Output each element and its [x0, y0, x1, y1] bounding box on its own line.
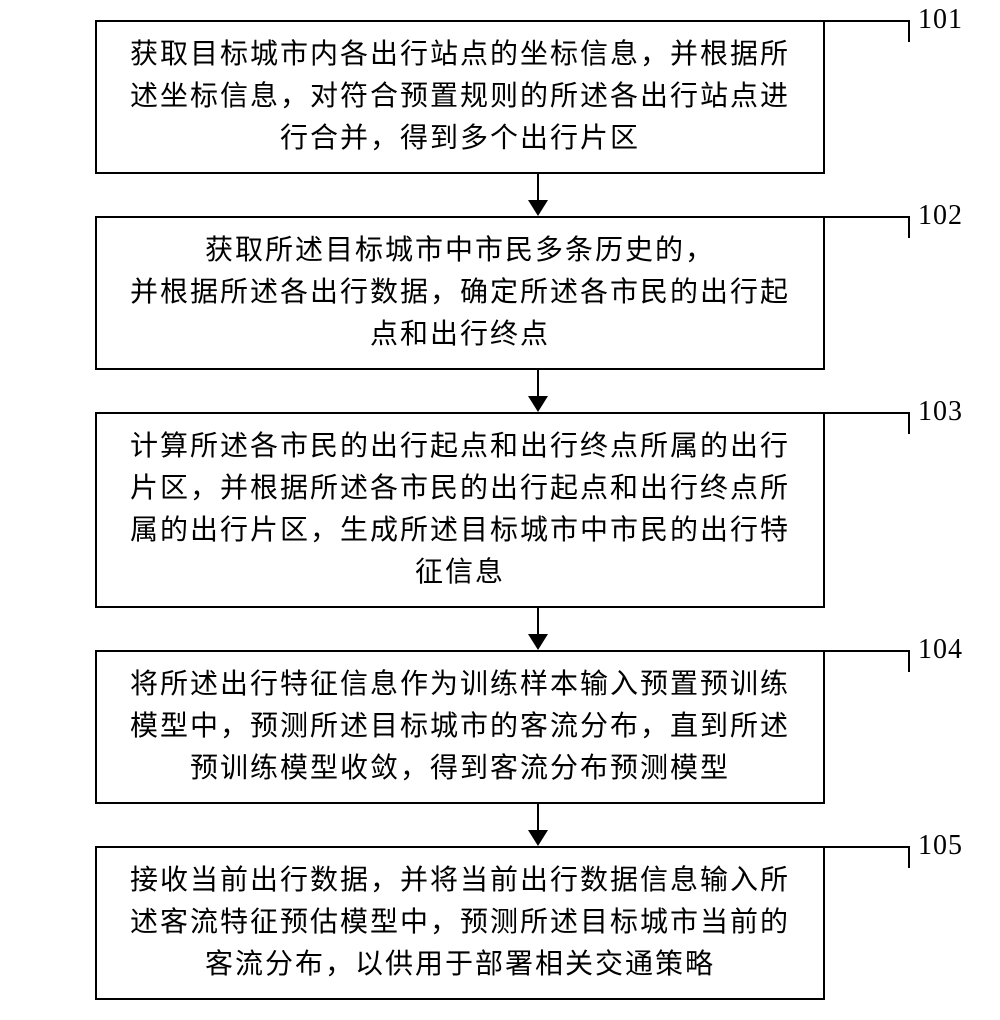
connector-line: [825, 20, 910, 42]
step-text: 接收当前出行数据，并将当前出行数据信息输入所述客流特征预估模型中，预测所述目标城…: [130, 865, 790, 980]
flowchart-container: 获取目标城市内各出行站点的坐标信息，并根据所述坐标信息，对符合预置规则的所述各出…: [20, 20, 980, 1000]
step-box-2: 获取所述目标城市中市民多条历史的， 并根据所述各出行数据，确定所述各市民的出行起…: [95, 216, 825, 370]
step-label: 104: [918, 634, 963, 666]
step-label: 102: [918, 200, 963, 232]
step-box-4: 将所述出行特征信息作为训练样本输入预置预训练模型中，预测所述目标城市的客流分布，…: [95, 650, 825, 804]
label-connector-5: 105: [825, 846, 963, 868]
arrow-head-icon: [528, 830, 548, 846]
arrow-head-icon: [528, 200, 548, 216]
step-text: 将所述出行特征信息作为训练样本输入预置预训练模型中，预测所述目标城市的客流分布，…: [130, 669, 790, 784]
step-row-5: 接收当前出行数据，并将当前出行数据信息输入所述客流特征预估模型中，预测所述目标城…: [20, 846, 980, 1000]
arrow-line: [537, 804, 539, 832]
arrow-head-icon: [528, 396, 548, 412]
step-label: 103: [918, 396, 963, 428]
step-label: 105: [918, 830, 963, 862]
connector-line: [825, 216, 910, 238]
step-text: 获取目标城市内各出行站点的坐标信息，并根据所述坐标信息，对符合预置规则的所述各出…: [130, 39, 790, 154]
arrow-line: [537, 174, 539, 202]
step-label: 101: [918, 4, 963, 36]
arrow-1: [173, 174, 903, 216]
arrow-4: [173, 804, 903, 846]
step-text: 计算所述各市民的出行起点和出行终点所属的出行片区，并根据所述各市民的出行起点和出…: [130, 431, 790, 588]
step-row-1: 获取目标城市内各出行站点的坐标信息，并根据所述坐标信息，对符合预置规则的所述各出…: [20, 20, 980, 174]
step-box-5: 接收当前出行数据，并将当前出行数据信息输入所述客流特征预估模型中，预测所述目标城…: [95, 846, 825, 1000]
label-connector-1: 101: [825, 20, 963, 42]
arrow-3: [173, 608, 903, 650]
arrow-2: [173, 370, 903, 412]
arrow-line: [537, 370, 539, 398]
label-connector-3: 103: [825, 412, 963, 434]
connector-line: [825, 412, 910, 434]
connector-line: [825, 846, 910, 868]
label-connector-4: 104: [825, 650, 963, 672]
arrow-head-icon: [528, 634, 548, 650]
step-box-3: 计算所述各市民的出行起点和出行终点所属的出行片区，并根据所述各市民的出行起点和出…: [95, 412, 825, 608]
step-row-2: 获取所述目标城市中市民多条历史的， 并根据所述各出行数据，确定所述各市民的出行起…: [20, 216, 980, 370]
label-connector-2: 102: [825, 216, 963, 238]
step-box-1: 获取目标城市内各出行站点的坐标信息，并根据所述坐标信息，对符合预置规则的所述各出…: [95, 20, 825, 174]
step-text: 获取所述目标城市中市民多条历史的， 并根据所述各出行数据，确定所述各市民的出行起…: [130, 235, 790, 350]
connector-line: [825, 650, 910, 672]
step-row-4: 将所述出行特征信息作为训练样本输入预置预训练模型中，预测所述目标城市的客流分布，…: [20, 650, 980, 804]
arrow-line: [537, 608, 539, 636]
step-row-3: 计算所述各市民的出行起点和出行终点所属的出行片区，并根据所述各市民的出行起点和出…: [20, 412, 980, 608]
